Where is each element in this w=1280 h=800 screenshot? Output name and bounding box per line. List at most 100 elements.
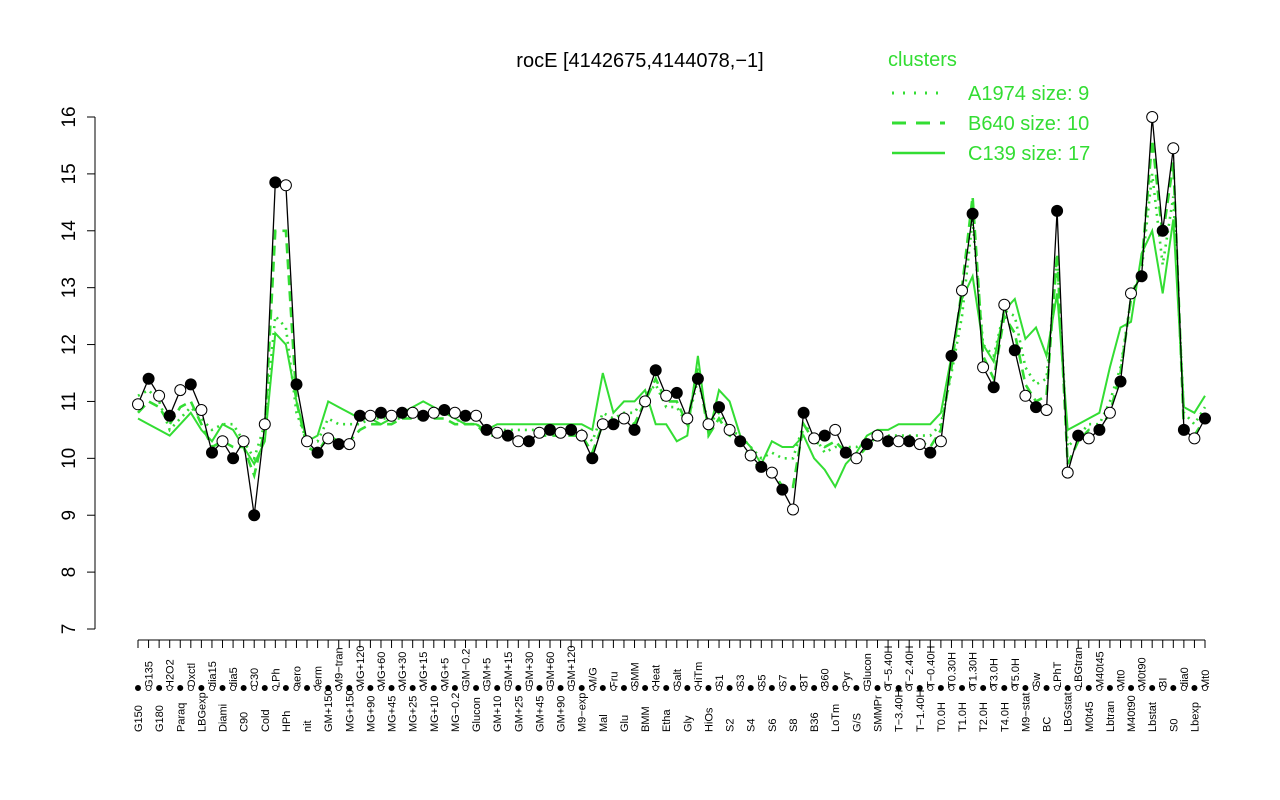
x-tick-label: LPhT (1052, 661, 1064, 688)
x-tick-label: Salt (672, 669, 684, 688)
x-sample-marker (304, 685, 311, 692)
x-tick-label: nit (302, 720, 314, 732)
x-tick-label: C30 (249, 668, 261, 688)
data-point (375, 406, 387, 419)
x-sample-marker (399, 685, 406, 692)
x-tick-label: T1.0H (957, 702, 969, 732)
data-point (385, 409, 398, 422)
x-sample-marker (916, 685, 923, 692)
data-point (829, 423, 842, 436)
x-sample-marker (430, 685, 437, 692)
x-tick-label: M40t45 (1094, 651, 1106, 688)
data-point (1135, 270, 1148, 283)
data-point (755, 460, 768, 473)
x-tick-label: Mt0 (1115, 670, 1127, 688)
x-sample-marker (208, 685, 215, 692)
x-sample-marker (1117, 685, 1124, 692)
x-sample-marker (959, 685, 966, 692)
x-tick-label: MG+45 (387, 696, 399, 732)
x-tick-label: Lbexp (1189, 702, 1201, 732)
x-sample-marker (768, 685, 775, 692)
data-point (808, 432, 821, 445)
data-point (565, 423, 578, 436)
data-point (195, 404, 208, 416)
data-point (1072, 429, 1085, 442)
profile-line (137, 116, 1206, 516)
data-point (301, 435, 313, 448)
data-point (702, 418, 715, 431)
x-sample-marker (1191, 685, 1198, 692)
x-sample-marker (832, 685, 839, 692)
x-sample-marker (441, 685, 448, 692)
data-point (216, 435, 229, 448)
x-tick-label: MG+60 (376, 652, 388, 688)
x-tick-label: Mt0 (1200, 670, 1212, 688)
x-tick-label: Gly (682, 715, 694, 732)
data-point (470, 409, 483, 422)
data-point (628, 423, 641, 436)
data-point (1156, 224, 1169, 237)
x-tick-label: M9−exp (577, 693, 589, 732)
data-point (491, 426, 504, 439)
series-line-solid (137, 219, 1206, 489)
x-sample-marker (335, 685, 342, 692)
x-sample-marker (642, 685, 649, 692)
data-point (364, 409, 377, 422)
x-sample-marker (536, 685, 543, 692)
x-sample-marker (547, 685, 554, 692)
x-sample-marker (863, 685, 870, 692)
x-tick-label: MG+150 (344, 690, 356, 733)
x-tick-label: Glu (619, 715, 631, 732)
data-point (1125, 287, 1137, 300)
x-tick-label: dia5 (228, 667, 240, 688)
data-point (649, 364, 662, 377)
data-point (1051, 204, 1064, 217)
x-sample-marker (409, 685, 416, 692)
y-tick-label: 8 (59, 567, 80, 578)
x-tick-label: S6 (767, 719, 779, 732)
x-sample-marker (990, 685, 997, 692)
y-tick-label: 10 (59, 448, 80, 469)
x-tick-label: Fru (608, 672, 620, 689)
data-point (142, 372, 155, 385)
data-point (934, 435, 947, 448)
x-tick-label: S0 (1168, 719, 1180, 732)
x-tick-label: Etha (661, 708, 673, 732)
x-tick-label: MG+10 (429, 696, 441, 732)
x-tick-label: T−1.40H (915, 689, 927, 732)
data-point (596, 418, 609, 431)
x-tick-label: S8 (788, 719, 800, 732)
x-tick-label: B36 (809, 712, 821, 732)
data-point (153, 389, 166, 402)
x-tick-label: T−3.40H (894, 689, 906, 732)
x-sample-marker (789, 685, 796, 692)
x-tick-label: H2O2 (165, 659, 177, 688)
x-sample-marker (821, 685, 828, 692)
x-tick-label: LBGexp (196, 692, 208, 732)
x-tick-label: M0t90 (1137, 657, 1149, 688)
data-point (227, 452, 240, 465)
series-line-dashed (137, 139, 1207, 489)
x-sample-marker (737, 685, 744, 692)
x-tick-label: S5 (756, 675, 768, 688)
x-sample-marker (906, 685, 913, 692)
x-sample-marker (716, 685, 723, 692)
data-point (501, 429, 514, 442)
data-point (839, 446, 852, 459)
x-tick-label: Heat (651, 665, 663, 688)
data-point (427, 406, 440, 419)
x-tick-label: T2.0H (978, 702, 990, 732)
x-sample-marker (177, 685, 184, 692)
x-sample-marker (589, 685, 596, 692)
x-sample-marker (811, 685, 818, 692)
x-sample-marker (1138, 685, 1145, 692)
data-point (618, 412, 630, 425)
x-tick-label: MG+5 (439, 658, 451, 688)
x-sample-marker (1064, 685, 1071, 692)
data-point (206, 446, 218, 459)
data-point (818, 429, 831, 442)
x-sample-marker (1096, 685, 1103, 692)
legend-entry-label: A1974 size: 9 (968, 83, 1089, 105)
x-tick-label: GM−0.2 (460, 649, 472, 688)
x-tick-label: M9−tran (334, 647, 346, 688)
